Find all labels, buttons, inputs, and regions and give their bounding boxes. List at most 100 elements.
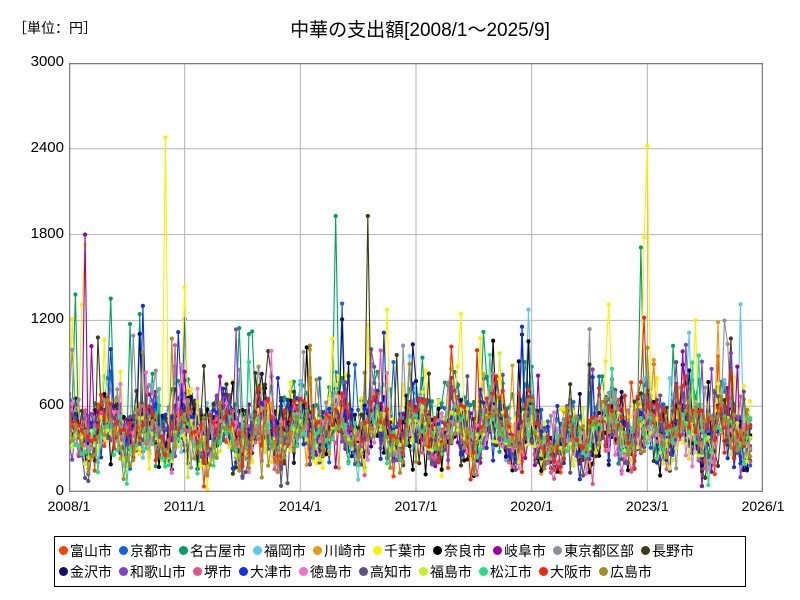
legend-item-和歌山市[interactable]: 和歌山市 [119, 564, 186, 580]
legend-item-徳島市[interactable]: 徳島市 [299, 564, 352, 580]
data-point [455, 364, 460, 369]
data-point [516, 440, 521, 445]
legend-item-奈良市[interactable]: 奈良市 [433, 543, 486, 559]
legend-item-大津市[interactable]: 大津市 [239, 564, 292, 580]
data-point [510, 424, 515, 429]
data-point [330, 436, 335, 442]
legend-item-松江市[interactable]: 松江市 [479, 564, 532, 580]
data-point [124, 455, 129, 460]
data-point [606, 302, 611, 307]
legend-label: 川崎市 [324, 542, 366, 559]
legend-item-東京都区部[interactable]: 東京都区部 [553, 543, 634, 559]
data-point [478, 447, 483, 452]
data-point [687, 330, 692, 335]
data-point [693, 405, 698, 410]
data-point [79, 451, 84, 456]
series-canvas [69, 63, 763, 492]
data-point [362, 424, 367, 429]
data-point [278, 460, 284, 465]
data-point [333, 213, 338, 219]
data-point [683, 422, 688, 427]
data-point [706, 435, 711, 440]
data-point [654, 375, 660, 381]
data-point [221, 425, 226, 431]
data-point [224, 426, 229, 431]
data-point [741, 443, 746, 449]
data-point [481, 400, 486, 405]
legend-item-名古屋市[interactable]: 名古屋市 [179, 543, 246, 559]
data-point [629, 443, 634, 448]
data-point [709, 469, 714, 474]
data-point [629, 458, 634, 463]
data-point [330, 402, 335, 408]
legend-item-福島市[interactable]: 福島市 [419, 564, 472, 580]
data-point [420, 413, 425, 418]
data-point [661, 461, 666, 466]
data-point [436, 460, 441, 465]
data-point [561, 406, 566, 412]
data-point [304, 437, 309, 442]
data-point [587, 424, 592, 429]
legend-item-富山市[interactable]: 富山市 [59, 543, 112, 559]
data-point [285, 398, 290, 403]
data-point [526, 307, 531, 312]
legend-item-広島市[interactable]: 広島市 [599, 564, 652, 580]
data-point [664, 425, 669, 430]
data-point [474, 348, 480, 353]
data-point [330, 423, 335, 428]
legend-label: 千葉市 [384, 542, 426, 559]
data-point [561, 417, 566, 422]
data-point [372, 440, 377, 445]
legend-item-金沢市[interactable]: 金沢市 [59, 564, 112, 580]
data-point [233, 440, 239, 445]
data-point [568, 423, 573, 428]
data-point [690, 360, 695, 365]
legend-item-千葉市[interactable]: 千葉市 [373, 543, 426, 559]
data-point [715, 320, 721, 325]
data-point [552, 476, 557, 481]
legend-item-長野市[interactable]: 長野市 [641, 543, 694, 559]
data-point [677, 385, 682, 390]
legend-marker-icon [119, 546, 128, 555]
legend-item-堺市[interactable]: 堺市 [193, 564, 232, 580]
data-point [526, 397, 531, 403]
data-point [433, 446, 438, 451]
legend-item-福岡市[interactable]: 福岡市 [253, 543, 306, 559]
data-point [439, 467, 444, 472]
data-point [600, 374, 605, 379]
data-point [616, 397, 621, 403]
data-point [693, 440, 698, 445]
data-point [179, 410, 184, 415]
data-point [253, 440, 258, 445]
data-point [301, 349, 306, 355]
data-point [500, 388, 505, 393]
data-point [674, 360, 679, 365]
data-point [378, 427, 383, 432]
data-point [687, 456, 692, 461]
data-point [661, 402, 666, 407]
legend-marker-icon [599, 567, 608, 576]
data-point [606, 403, 611, 409]
data-point [442, 439, 448, 445]
data-point [474, 473, 480, 478]
legend-item-大阪市[interactable]: 大阪市 [539, 564, 592, 580]
data-point [452, 388, 457, 393]
legend-marker-icon [253, 546, 262, 555]
data-point [574, 437, 579, 443]
data-point [674, 384, 679, 389]
data-point [362, 472, 367, 478]
data-point [291, 399, 297, 404]
legend-item-京都市[interactable]: 京都市 [119, 543, 172, 559]
data-point [471, 450, 476, 455]
data-point [176, 422, 181, 427]
data-point [725, 456, 730, 461]
data-point [195, 445, 200, 450]
data-point [307, 410, 313, 415]
legend-item-岐阜市[interactable]: 岐阜市 [493, 543, 546, 559]
data-point [365, 457, 370, 462]
data-point [590, 367, 595, 372]
legend-item-川崎市[interactable]: 川崎市 [313, 543, 366, 559]
legend-item-高知市[interactable]: 高知市 [359, 564, 412, 580]
data-point [693, 450, 698, 455]
data-point [388, 465, 393, 470]
